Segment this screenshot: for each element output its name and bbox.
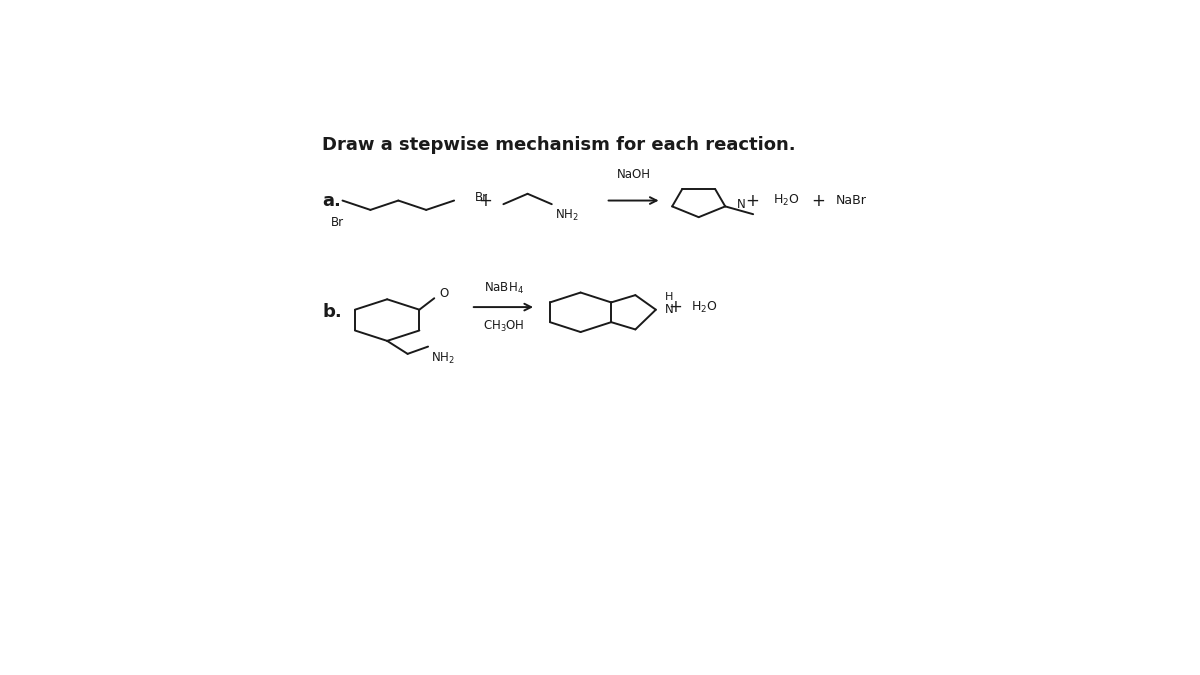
- Text: H$_2$O: H$_2$O: [691, 300, 718, 315]
- Text: b.: b.: [322, 303, 342, 321]
- Text: +: +: [811, 192, 824, 209]
- Text: a.: a.: [322, 192, 341, 209]
- Text: NH$_2$: NH$_2$: [554, 209, 578, 223]
- Text: N: N: [737, 198, 746, 211]
- Text: NaBH$_4$: NaBH$_4$: [484, 281, 523, 296]
- Text: H: H: [665, 292, 673, 302]
- Text: NaOH: NaOH: [617, 168, 650, 181]
- Text: Draw a stepwise mechanism for each reaction.: Draw a stepwise mechanism for each react…: [322, 136, 796, 154]
- Text: NaBr: NaBr: [835, 194, 866, 207]
- Text: O: O: [440, 288, 449, 300]
- Text: NH$_2$: NH$_2$: [431, 351, 455, 366]
- Text: H$_2$O: H$_2$O: [773, 193, 799, 208]
- Text: Br: Br: [474, 192, 487, 205]
- Text: CH$_3$OH: CH$_3$OH: [482, 319, 524, 333]
- Text: Br: Br: [331, 216, 344, 229]
- Text: +: +: [745, 192, 760, 209]
- Text: +: +: [478, 192, 492, 209]
- Text: N: N: [665, 302, 674, 316]
- Text: +: +: [668, 298, 683, 316]
